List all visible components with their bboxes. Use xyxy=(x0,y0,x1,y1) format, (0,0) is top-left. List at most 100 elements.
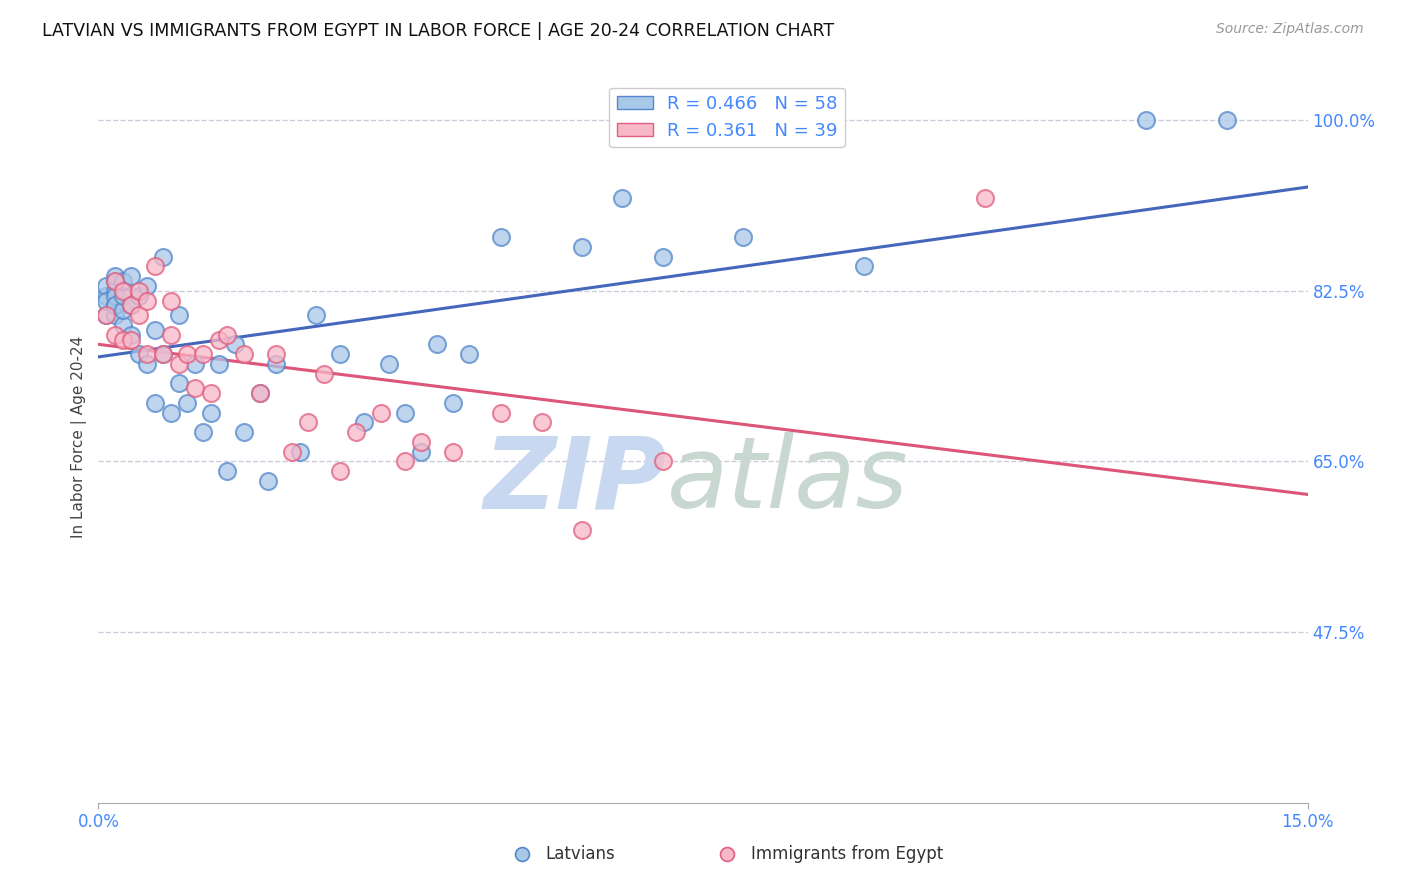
Point xyxy=(193,425,215,440)
Point xyxy=(135,357,157,371)
Point xyxy=(256,474,278,488)
Point xyxy=(160,293,183,308)
Point xyxy=(232,425,254,440)
Point xyxy=(249,386,271,401)
Point xyxy=(651,250,673,264)
Point xyxy=(167,308,190,322)
Point xyxy=(120,298,142,312)
Point xyxy=(409,444,432,458)
Point xyxy=(232,347,254,361)
Point xyxy=(176,396,198,410)
Point xyxy=(651,454,673,468)
Point xyxy=(96,293,118,308)
Point xyxy=(103,298,125,312)
Point xyxy=(208,357,231,371)
Point xyxy=(176,347,198,361)
Point xyxy=(135,279,157,293)
Point xyxy=(394,454,416,468)
Point xyxy=(103,274,125,288)
Point xyxy=(111,284,134,298)
Point xyxy=(377,357,399,371)
Point xyxy=(111,274,134,288)
Point xyxy=(103,308,125,322)
Point xyxy=(167,376,190,391)
Point xyxy=(314,367,336,381)
Point xyxy=(264,357,287,371)
Point xyxy=(135,347,157,361)
Point xyxy=(103,288,125,302)
Point xyxy=(1135,113,1157,128)
Point xyxy=(853,260,876,274)
Point xyxy=(370,406,392,420)
Point xyxy=(441,396,464,410)
Point xyxy=(353,416,375,430)
Point xyxy=(103,274,125,288)
Point xyxy=(281,444,304,458)
Point xyxy=(103,298,125,312)
Point xyxy=(305,308,328,322)
Point xyxy=(329,347,352,361)
Point xyxy=(297,416,319,430)
Text: atlas: atlas xyxy=(666,433,908,530)
Point xyxy=(143,396,166,410)
Point xyxy=(152,347,174,361)
Point xyxy=(224,337,246,351)
Point xyxy=(409,434,432,449)
Point xyxy=(1216,113,1239,128)
Point xyxy=(111,288,134,302)
Point xyxy=(571,523,593,537)
Y-axis label: In Labor Force | Age 20-24: In Labor Force | Age 20-24 xyxy=(72,336,87,538)
Text: ZIP: ZIP xyxy=(484,433,666,530)
Point xyxy=(249,386,271,401)
Point xyxy=(426,337,449,351)
Point xyxy=(111,333,134,347)
Point xyxy=(733,230,755,244)
Point xyxy=(120,298,142,312)
Point xyxy=(152,250,174,264)
Point xyxy=(193,347,215,361)
Point xyxy=(167,357,190,371)
Point xyxy=(96,288,118,302)
Point xyxy=(184,357,207,371)
Point xyxy=(491,406,513,420)
Point xyxy=(103,269,125,284)
Text: LATVIAN VS IMMIGRANTS FROM EGYPT IN LABOR FORCE | AGE 20-24 CORRELATION CHART: LATVIAN VS IMMIGRANTS FROM EGYPT IN LABO… xyxy=(42,22,834,40)
Point xyxy=(103,284,125,298)
Point xyxy=(120,269,142,284)
Point xyxy=(974,191,997,205)
Point xyxy=(143,323,166,337)
Point xyxy=(264,347,287,361)
Point xyxy=(394,406,416,420)
Text: Immigrants from Egypt: Immigrants from Egypt xyxy=(751,845,943,863)
Point xyxy=(571,240,593,254)
Point xyxy=(344,425,367,440)
Point xyxy=(111,318,134,332)
Point xyxy=(103,327,125,342)
Point xyxy=(128,284,150,298)
Point xyxy=(217,464,239,478)
Point xyxy=(135,293,157,308)
Point xyxy=(96,279,118,293)
Point xyxy=(120,333,142,347)
Point xyxy=(491,230,513,244)
Point xyxy=(612,191,634,205)
Point xyxy=(208,333,231,347)
Point xyxy=(329,464,352,478)
Point xyxy=(111,303,134,318)
Point xyxy=(160,327,183,342)
Point xyxy=(128,347,150,361)
Point xyxy=(441,444,464,458)
Point xyxy=(120,327,142,342)
Point xyxy=(128,288,150,302)
Point xyxy=(143,260,166,274)
Point xyxy=(288,444,311,458)
Point xyxy=(152,347,174,361)
Point xyxy=(96,308,118,322)
Text: Latvians: Latvians xyxy=(546,845,616,863)
Text: Source: ZipAtlas.com: Source: ZipAtlas.com xyxy=(1216,22,1364,37)
Point xyxy=(184,381,207,395)
Point xyxy=(200,386,222,401)
Point xyxy=(96,308,118,322)
Point xyxy=(458,347,481,361)
Point xyxy=(530,416,553,430)
